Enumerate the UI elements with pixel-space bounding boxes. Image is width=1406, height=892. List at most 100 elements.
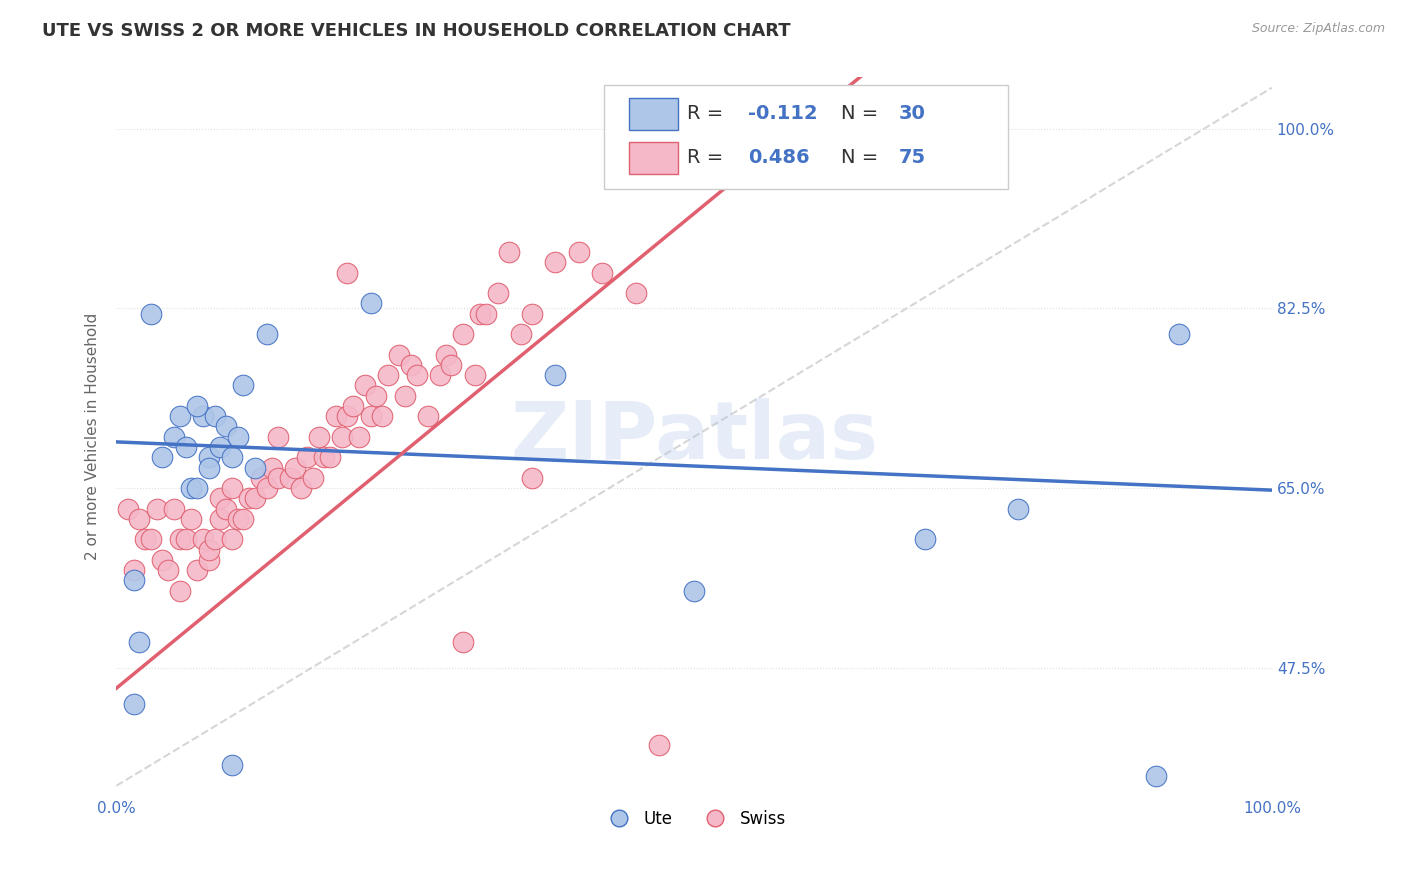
Point [117, 501, 139, 516]
FancyBboxPatch shape [630, 142, 678, 175]
Point [209, 440, 232, 454]
Point [209, 491, 232, 506]
Point [169, 533, 191, 547]
Point [262, 460, 284, 475]
Point [128, 635, 150, 649]
Point [360, 296, 382, 310]
Point [434, 348, 457, 362]
Point [215, 419, 238, 434]
Point [163, 430, 186, 444]
Point [486, 286, 509, 301]
Point [191, 533, 214, 547]
Point [180, 481, 202, 495]
Point [278, 471, 301, 485]
Point [221, 450, 243, 465]
Point [498, 244, 520, 259]
Point [301, 471, 323, 485]
Point [626, 286, 648, 301]
Point [197, 542, 219, 557]
Point [648, 738, 671, 752]
Point [232, 512, 254, 526]
Text: N =: N = [841, 103, 884, 123]
Point [145, 501, 167, 516]
Point [157, 563, 180, 577]
Point [134, 533, 156, 547]
Point [186, 481, 208, 495]
Point [388, 348, 411, 362]
Point [169, 409, 191, 424]
Point [226, 512, 249, 526]
Point [174, 533, 197, 547]
Point [440, 358, 463, 372]
Text: N =: N = [841, 148, 884, 167]
Point [163, 501, 186, 516]
Point [366, 389, 388, 403]
Point [186, 563, 208, 577]
Point [319, 450, 342, 465]
Point [256, 327, 278, 342]
Point [914, 533, 936, 547]
Point [347, 430, 370, 444]
Point [325, 409, 347, 424]
Point [463, 368, 485, 383]
Point [342, 399, 364, 413]
Point [353, 378, 375, 392]
Point [509, 327, 531, 342]
Point [284, 460, 307, 475]
Point [360, 409, 382, 424]
Point [522, 471, 544, 485]
Point [429, 368, 451, 383]
Point [567, 244, 589, 259]
Y-axis label: 2 or more Vehicles in Household: 2 or more Vehicles in Household [86, 313, 100, 560]
Point [591, 265, 613, 279]
Point [204, 409, 226, 424]
Point [169, 583, 191, 598]
Point [197, 460, 219, 475]
Text: 75: 75 [898, 148, 925, 167]
Point [683, 583, 706, 598]
Point [1144, 768, 1167, 782]
Point [394, 389, 416, 403]
Point [470, 307, 492, 321]
Point [683, 153, 706, 167]
Point [221, 758, 243, 772]
Point [522, 307, 544, 321]
Point [243, 491, 266, 506]
Point [451, 327, 474, 342]
Point [308, 430, 330, 444]
Point [371, 409, 394, 424]
Point [152, 553, 174, 567]
Point [221, 481, 243, 495]
Point [226, 430, 249, 444]
Point [191, 409, 214, 424]
Text: R =: R = [688, 103, 730, 123]
Point [232, 378, 254, 392]
Point [204, 533, 226, 547]
Text: R =: R = [688, 148, 730, 167]
Point [249, 471, 271, 485]
Point [197, 450, 219, 465]
Point [405, 368, 427, 383]
Point [122, 697, 145, 711]
Point [1168, 327, 1191, 342]
Point [267, 471, 290, 485]
Point [139, 307, 162, 321]
Point [267, 430, 290, 444]
Text: ZIPatlas: ZIPatlas [510, 398, 879, 475]
Point [197, 553, 219, 567]
Point [399, 358, 422, 372]
Text: Source: ZipAtlas.com: Source: ZipAtlas.com [1251, 22, 1385, 36]
Point [221, 533, 243, 547]
Point [215, 501, 238, 516]
Legend: Ute, Swiss: Ute, Swiss [596, 803, 793, 835]
Text: -0.112: -0.112 [748, 103, 818, 123]
Point [180, 512, 202, 526]
Point [243, 460, 266, 475]
Point [295, 450, 318, 465]
Point [238, 491, 260, 506]
Point [1007, 501, 1029, 516]
Point [139, 533, 162, 547]
Point [122, 563, 145, 577]
Point [336, 409, 359, 424]
Point [128, 512, 150, 526]
